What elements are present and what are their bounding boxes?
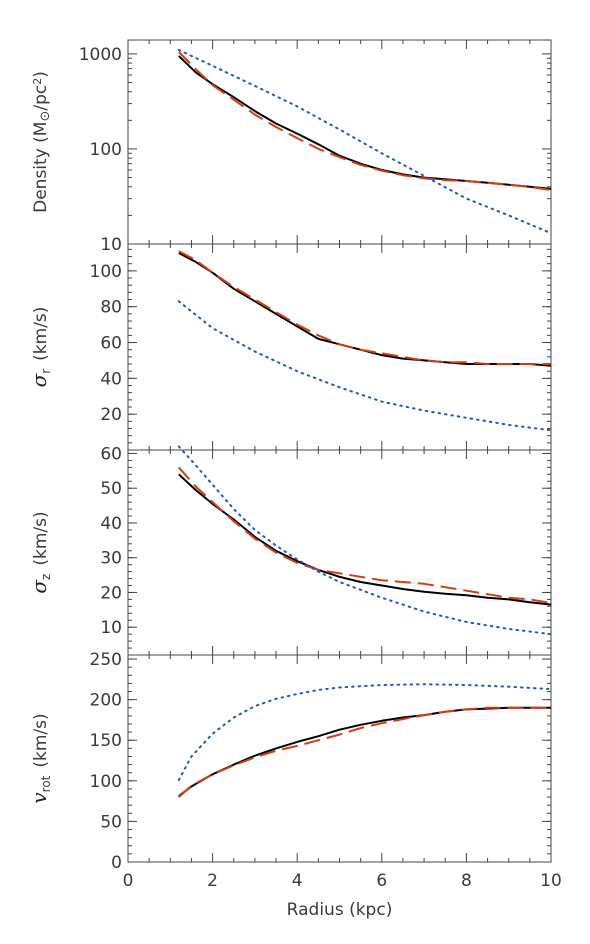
panel-1: 10 100 1000 Density (M⊙/pc2)	[31, 39, 552, 255]
series-line-dotted	[177, 300, 552, 432]
y-tick-label: 20	[100, 405, 122, 425]
series-line-solid	[178, 252, 552, 367]
y-axis-title: σz (km/s)	[27, 511, 53, 593]
y-tick-label: 0	[111, 853, 122, 873]
y-tick-label: 40	[100, 369, 122, 389]
y-tick-label: 40	[100, 514, 122, 534]
y-axis-title-symbol: v	[27, 792, 51, 804]
x-tick-label: 6	[376, 871, 387, 891]
x-tick-label: 4	[292, 871, 303, 891]
series-line-solid	[178, 55, 552, 190]
y-tick-label: 250	[90, 650, 122, 670]
x-tick-label: 8	[461, 871, 472, 891]
series-line-dotted	[177, 445, 552, 636]
y-tick-label: 10	[100, 235, 122, 255]
y-axis-title-subscript: rot	[39, 775, 53, 792]
y-axis-title-text: /pc	[31, 85, 51, 111]
y-tick-label: 20	[100, 583, 122, 603]
x-axis-title: Radius (kpc)	[287, 900, 393, 920]
y-tick-label: 100	[90, 772, 122, 792]
y-axis-title-unit: (km/s)	[31, 307, 51, 361]
series-line-dashed	[178, 250, 551, 365]
y-tick-label: 60	[100, 444, 122, 464]
y-axis-title-unit: (km/s)	[31, 713, 51, 767]
y-axis-title-text: )	[31, 71, 51, 78]
y-tick-label: 100	[90, 262, 122, 282]
series-line-solid	[178, 706, 551, 797]
y-tick-label: 80	[100, 298, 122, 318]
plot-frame	[127, 654, 552, 863]
panel-3: 10 20 30 40 50 60 σz (km/s)	[27, 444, 552, 656]
plot-frame	[127, 39, 552, 245]
plot-frame	[127, 449, 552, 656]
y-tick-label: 30	[100, 549, 122, 569]
y-tick-label: 200	[90, 691, 122, 711]
series-line-dashed	[178, 706, 551, 798]
x-tick-label: 0	[123, 871, 134, 891]
series-line-dashed	[178, 466, 552, 604]
y-axis-title: vrot (km/s)	[27, 713, 53, 803]
panel-4: 0 50 100 150 200 250 vrot (km/s) 0 2 4 6 8 10 Radius (…	[27, 650, 562, 920]
series-line-solid	[178, 473, 552, 606]
series-line-dotted	[177, 49, 552, 235]
y-tick-label: 150	[90, 731, 122, 751]
y-axis-title: Density (M⊙/pc2)	[31, 71, 53, 213]
y-axis-title-symbol: σ	[27, 579, 51, 594]
y-tick-label: 10	[100, 618, 122, 638]
y-axis-title-unit: (km/s)	[31, 511, 51, 565]
plot-frame	[127, 243, 552, 451]
y-tick-label: 100	[90, 140, 122, 160]
series-line-dotted	[177, 683, 552, 781]
y-axis-title-sun-symbol: ⊙	[38, 111, 53, 122]
y-axis-title-subscript: z	[39, 574, 53, 580]
y-axis-title: σr (km/s)	[27, 307, 53, 388]
panel-2: 20 40 60 80 100 σr (km/s)	[27, 243, 552, 451]
y-axis-title-symbol: σ	[27, 372, 51, 387]
y-axis-title-superscript: 2	[31, 78, 44, 85]
y-tick-label: 1000	[79, 45, 122, 65]
x-tick-label: 2	[207, 871, 218, 891]
y-tick-label: 50	[100, 479, 122, 499]
x-tick-label: 10	[540, 871, 562, 891]
series-line-dashed	[178, 51, 552, 191]
y-axis-title-text: Density (M	[31, 122, 51, 213]
y-tick-label: 50	[100, 812, 122, 832]
y-axis-title-subscript: r	[39, 369, 53, 374]
y-tick-label: 60	[100, 334, 122, 354]
